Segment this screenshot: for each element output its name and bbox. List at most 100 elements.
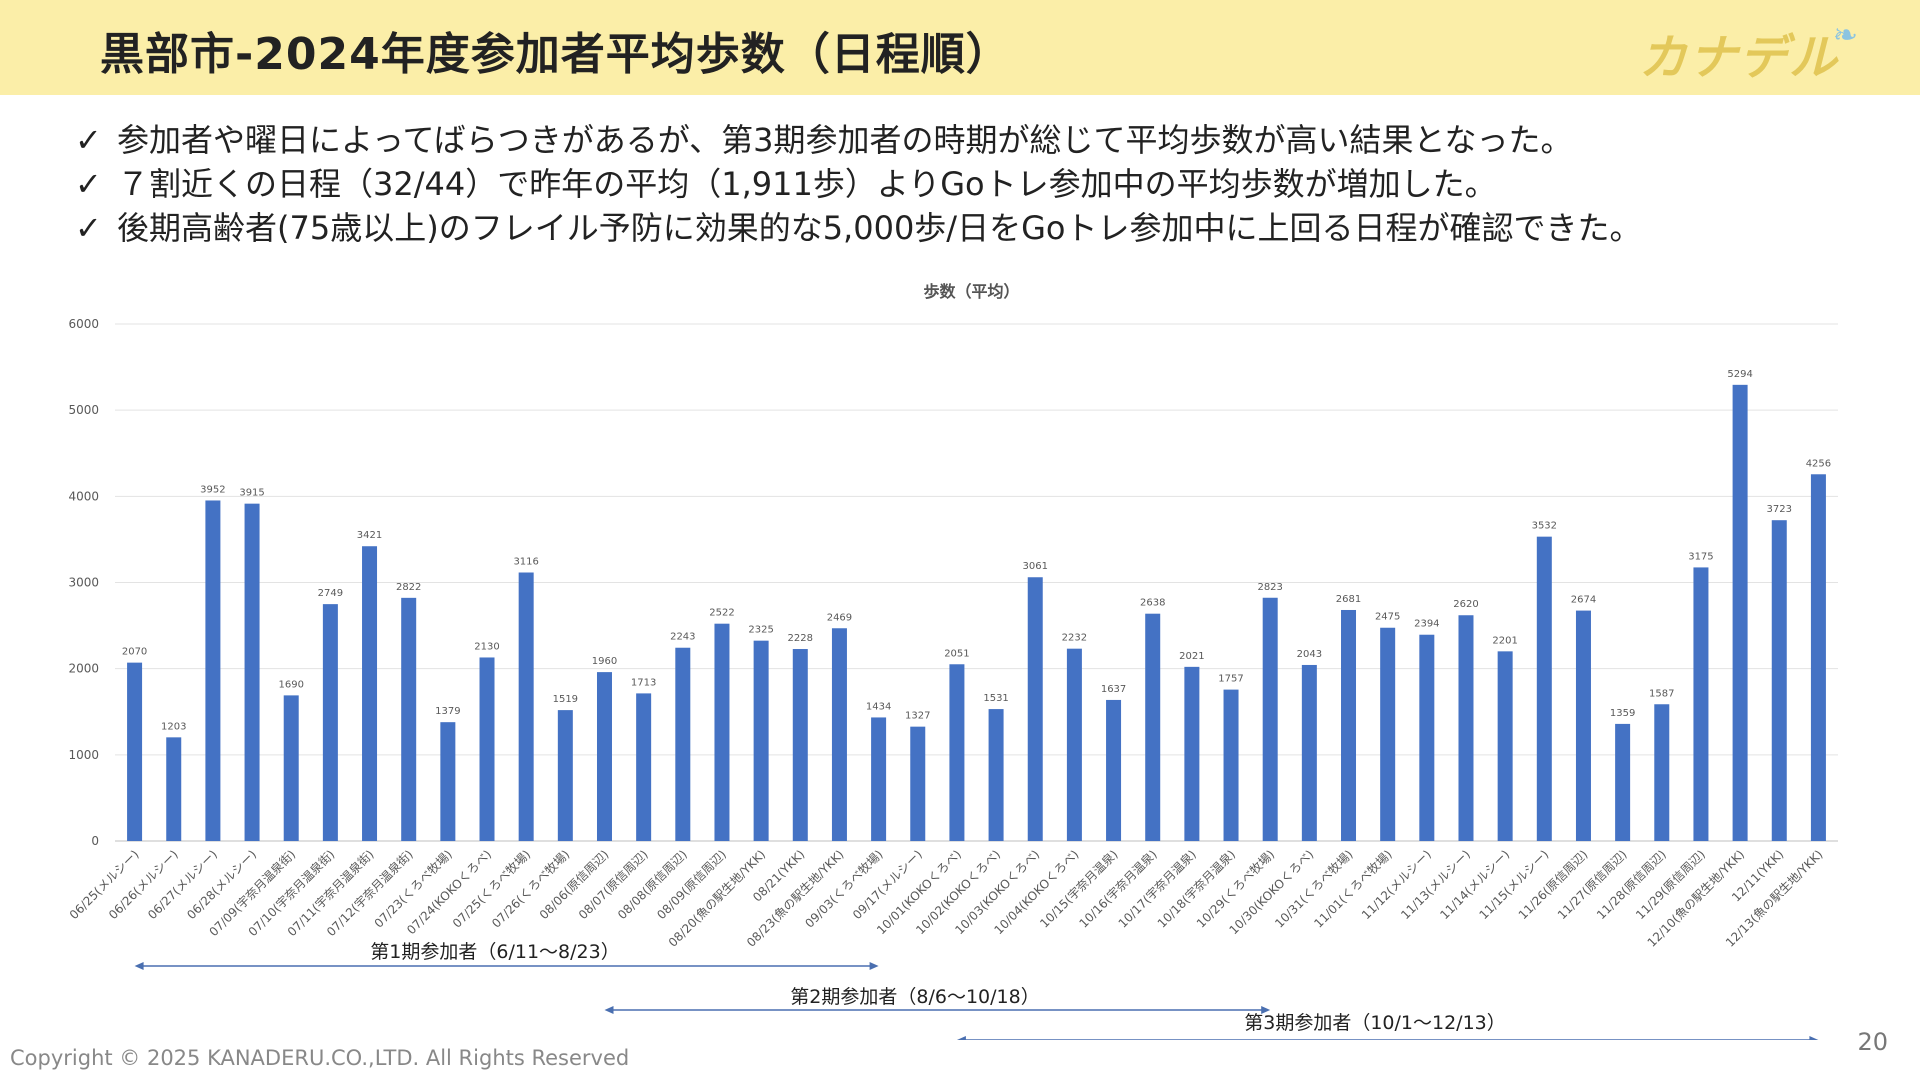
arrow-head-left-icon <box>604 1006 614 1014</box>
bar <box>1497 651 1513 841</box>
bar <box>871 717 887 841</box>
leaf-icon: ❧ <box>1832 18 1860 53</box>
data-label: 1434 <box>866 701 891 712</box>
bar <box>1654 704 1670 841</box>
data-label: 2021 <box>1179 651 1204 662</box>
data-label: 3915 <box>239 488 264 499</box>
data-label: 2232 <box>1062 633 1087 644</box>
data-label: 2201 <box>1492 635 1517 646</box>
bar <box>596 672 612 841</box>
data-label: 2228 <box>788 633 813 644</box>
data-label: 2394 <box>1414 619 1439 630</box>
check-icon: ✓ <box>75 165 102 203</box>
data-label: 3952 <box>200 484 225 495</box>
x-tick-label: 08/09(原信周辺) <box>654 847 729 922</box>
x-tick-label: 11/15(メルシー) <box>1477 847 1552 922</box>
x-tick-label: 06/28(メルシー) <box>184 847 259 922</box>
bar <box>283 695 299 841</box>
bar <box>1693 567 1709 841</box>
bar <box>831 628 847 841</box>
data-label: 1637 <box>1101 684 1126 695</box>
data-label: 1531 <box>983 693 1008 704</box>
bar <box>1262 597 1278 841</box>
check-icon: ✓ <box>75 121 102 159</box>
bar <box>479 657 495 841</box>
bar <box>988 709 1004 841</box>
period-label: 第3期参加者（10/1～12/13） <box>1244 1012 1506 1034</box>
x-tick-label: 11/29(原信周辺) <box>1633 847 1708 922</box>
x-tick-label: 11/12(メルシー) <box>1359 847 1434 922</box>
data-label: 1519 <box>553 694 578 705</box>
y-tick-label: 2000 <box>68 662 99 676</box>
bar <box>440 722 456 841</box>
data-label: 1960 <box>592 656 617 667</box>
bar <box>166 737 182 841</box>
x-tick-label: 06/27(メルシー) <box>145 847 220 922</box>
bar <box>1380 627 1396 841</box>
bullet-item: ✓ ７割近くの日程（32/44）で昨年の平均（1,911歩）よりGoトレ参加中の平… <box>75 162 1641 206</box>
bullet-text: 後期高齢者(75歳以上)のフレイル予防に効果的な5,000歩/日をGoトレ参加中… <box>117 209 1642 247</box>
data-label: 3061 <box>1023 561 1048 572</box>
bar <box>1301 664 1317 841</box>
data-label: 2823 <box>1257 582 1282 593</box>
data-label: 3175 <box>1688 551 1713 562</box>
y-tick-label: 5000 <box>68 403 99 417</box>
page-number: 20 <box>1857 1028 1888 1056</box>
bar <box>1732 384 1748 841</box>
data-label: 3532 <box>1532 521 1557 532</box>
x-tick-label: 11/13(メルシー) <box>1398 847 1473 922</box>
data-label: 3723 <box>1767 504 1792 515</box>
data-label: 2130 <box>474 641 499 652</box>
data-label: 2681 <box>1336 594 1361 605</box>
data-label: 2620 <box>1453 599 1478 610</box>
data-label: 1587 <box>1649 688 1674 699</box>
bar <box>1027 577 1043 841</box>
bar <box>1184 666 1200 841</box>
bar <box>1771 520 1787 841</box>
bar <box>1106 699 1122 841</box>
data-label: 1757 <box>1218 674 1243 685</box>
data-label: 2469 <box>827 612 852 623</box>
x-tick-label: 11/14(メルシー) <box>1437 847 1512 922</box>
y-tick-label: 4000 <box>68 489 99 503</box>
period-label: 第2期参加者（8/6～10/18） <box>790 986 1039 1008</box>
bar <box>714 623 730 841</box>
bar <box>1066 648 1082 841</box>
bar <box>1615 723 1631 841</box>
data-label: 1327 <box>905 711 930 722</box>
y-tick-label: 0 <box>91 834 99 848</box>
data-label: 5294 <box>1727 369 1752 380</box>
bar <box>127 662 143 841</box>
bar <box>322 604 338 841</box>
data-label: 1379 <box>435 706 460 717</box>
copyright-text: Copyright © 2025 KANADERU.CO.,LTD. All R… <box>10 1046 630 1070</box>
x-tick-label: 11/27(原信周辺) <box>1555 847 1630 922</box>
bar <box>1536 536 1552 841</box>
chart-title: 歩数（平均） <box>923 282 1019 301</box>
bar <box>518 572 534 841</box>
data-label: 2051 <box>944 648 969 659</box>
bar <box>1145 613 1161 841</box>
bar <box>1341 609 1357 841</box>
arrow-head-right-icon <box>869 962 879 970</box>
y-tick-label: 6000 <box>68 317 99 331</box>
bar <box>949 664 965 841</box>
x-tick-label: 11/28(原信周辺) <box>1594 847 1669 922</box>
data-label: 2674 <box>1571 595 1596 606</box>
arrow-head-right-icon <box>1809 1036 1819 1040</box>
bar <box>244 503 260 841</box>
x-tick-label: 06/26(メルシー) <box>106 847 181 922</box>
data-label: 2243 <box>670 632 695 643</box>
bar <box>675 647 691 841</box>
data-label: 1203 <box>161 721 186 732</box>
data-label: 4256 <box>1806 458 1831 469</box>
arrow-head-left-icon <box>956 1036 966 1040</box>
header-bar: 黒部市-2024年度参加者平均歩数（日程順） カナデル❧ <box>0 0 1920 95</box>
data-label: 2822 <box>396 582 421 593</box>
data-label: 2638 <box>1140 598 1165 609</box>
bullet-text: 参加者や曜日によってばらつきがあるが、第3期参加者の時期が総じて平均歩数が高い結… <box>117 121 1573 159</box>
check-icon: ✓ <box>75 209 102 247</box>
bar <box>557 710 573 841</box>
data-label: 3421 <box>357 530 382 541</box>
bar <box>362 546 378 841</box>
